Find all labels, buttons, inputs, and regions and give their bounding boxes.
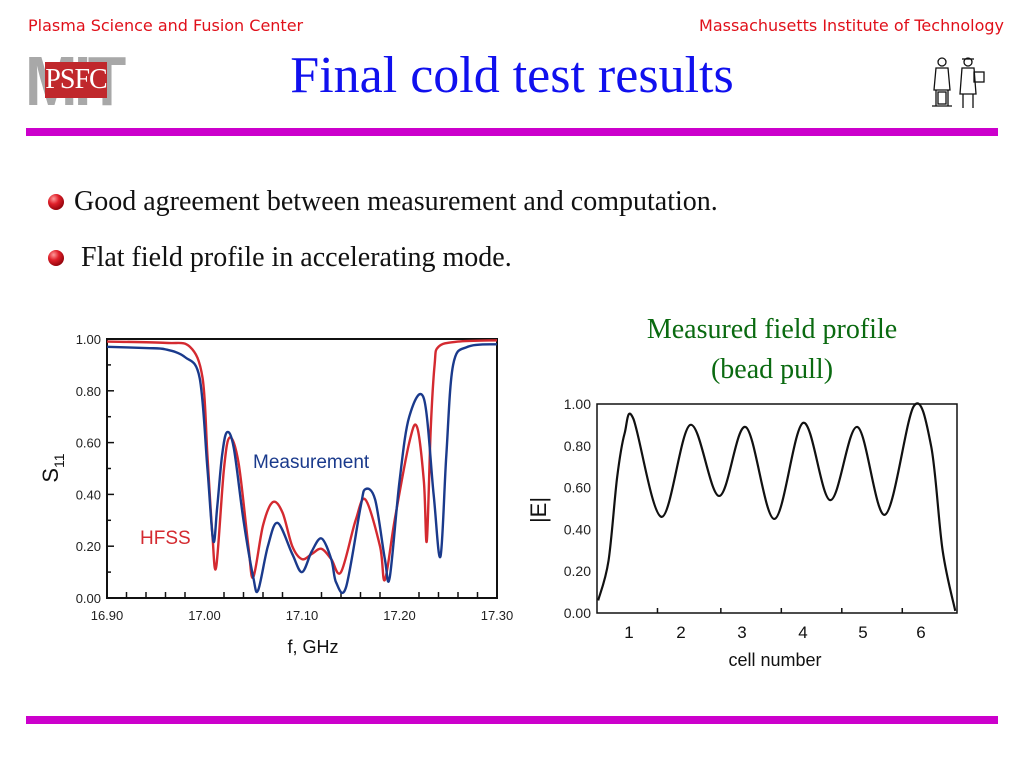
bottom-divider bbox=[26, 716, 998, 724]
measurement-curve bbox=[106, 342, 498, 594]
s11-x-tick: 17.10 bbox=[286, 608, 319, 623]
s11-y-tick: 0.20 bbox=[76, 539, 101, 554]
s11-y-tick: 0.40 bbox=[76, 487, 101, 502]
s11-y-tick: 0.80 bbox=[76, 384, 101, 399]
s11-x-tick: 16.90 bbox=[91, 608, 124, 623]
s11-y-tick: 0.60 bbox=[76, 436, 101, 451]
hfss-annotation: HFSS bbox=[140, 528, 191, 549]
caption-line-1: Measured field profile bbox=[646, 314, 898, 345]
s11-x-label: f, GHz bbox=[287, 637, 338, 657]
s11-y-tick: 1.00 bbox=[76, 332, 101, 347]
s11-x-tick: 17.20 bbox=[383, 608, 416, 623]
bullet-item: Flat field profile in accelerating mode. bbox=[48, 242, 512, 274]
s11-y-label: S11 bbox=[38, 453, 67, 482]
bullet-ball-icon bbox=[48, 250, 64, 266]
caption-line-2: (bead pull) bbox=[710, 354, 834, 385]
mit-psfc-logo: MIT PSFC bbox=[25, 46, 137, 116]
bullet-ball-icon bbox=[48, 194, 64, 210]
s11-x-tick: 17.30 bbox=[481, 608, 514, 623]
s11-y-tick: 0.00 bbox=[76, 591, 101, 606]
bullet-text: Good agreement between measurement and c… bbox=[74, 186, 718, 217]
s11-x-tick: 17.00 bbox=[188, 608, 221, 623]
header-org-right: Massachusetts Institute of Technology bbox=[699, 16, 1004, 35]
bullet-item: Good agreement between measurement and c… bbox=[48, 186, 718, 218]
measurement-annotation: Measurement bbox=[253, 452, 370, 473]
bullet-text: Flat field profile in accelerating mode. bbox=[74, 242, 512, 273]
field-profile-caption: Measured field profile (bead pull) bbox=[590, 310, 954, 390]
header-org-left: Plasma Science and Fusion Center bbox=[28, 16, 304, 35]
top-divider bbox=[26, 128, 998, 136]
psfc-logo-badge: PSFC bbox=[45, 62, 108, 98]
scholars-figure-icon bbox=[932, 57, 985, 108]
slide-title: Final cold test results bbox=[290, 47, 734, 104]
